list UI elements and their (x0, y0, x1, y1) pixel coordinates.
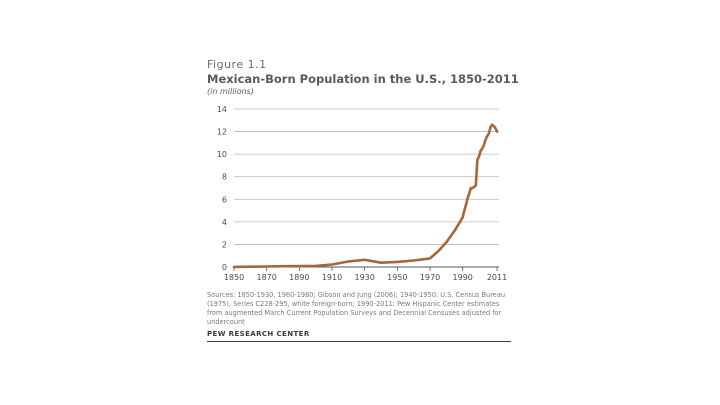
x-tick-label-1910: 1910 (322, 273, 342, 282)
x-tick-label-1850: 1850 (224, 273, 244, 282)
y-tick-label-6: 6 (222, 195, 227, 204)
source-note: Sources: 1850-1930, 1960-1980: Gibson an… (207, 291, 506, 326)
chart-title: Mexican-Born Population in the U.S., 185… (207, 72, 519, 86)
x-tick-label-2011: 2011 (487, 273, 507, 282)
figure-label: Figure 1.1 (207, 58, 267, 71)
x-tick-label-1970: 1970 (420, 273, 440, 282)
y-tick-label-4: 4 (222, 218, 227, 227)
x-tick-label-1950: 1950 (387, 273, 407, 282)
y-tick-label-12: 12 (217, 128, 227, 137)
y-tick-label-14: 14 (217, 105, 227, 114)
footer-divider (207, 341, 511, 342)
series-line-0 (232, 123, 499, 269)
pew-research-center-logo: PEW RESEARCH CENTER (207, 330, 310, 338)
y-tick-label-10: 10 (217, 150, 227, 159)
y-tick-label-0: 0 (222, 263, 227, 272)
y-tick-label-2: 2 (222, 240, 227, 249)
chart-subtitle: (in millions) (207, 87, 254, 96)
y-tick-label-8: 8 (222, 173, 227, 182)
x-tick-label-1990: 1990 (453, 273, 473, 282)
x-tick-label-1890: 1890 (289, 273, 309, 282)
x-tick-label-1930: 1930 (355, 273, 375, 282)
x-tick-label-1870: 1870 (256, 273, 276, 282)
